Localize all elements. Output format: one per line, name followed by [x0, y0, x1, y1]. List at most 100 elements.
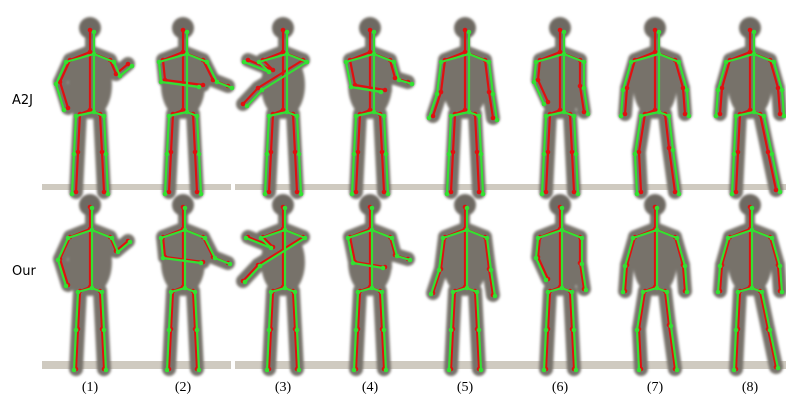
joint [199, 192, 204, 197]
joint [102, 328, 107, 333]
joint [167, 328, 172, 333]
joint [260, 88, 265, 93]
depth-panel [702, 17, 786, 196]
joint [625, 86, 630, 91]
joint [297, 368, 302, 373]
joint [439, 90, 444, 95]
joint [780, 88, 785, 93]
joint [126, 62, 131, 67]
joint [669, 324, 674, 329]
joint [574, 368, 579, 373]
joint [242, 60, 247, 65]
joint [780, 290, 785, 295]
joint [467, 110, 472, 115]
joint [157, 60, 162, 65]
joint [370, 286, 375, 291]
joint [92, 30, 97, 35]
panels [42, 17, 786, 372]
joint [165, 152, 170, 157]
joint [485, 236, 490, 241]
joint [386, 192, 391, 197]
joint [576, 192, 581, 197]
floor [512, 184, 608, 190]
joint [382, 328, 387, 333]
joint [675, 236, 680, 241]
joint [534, 256, 539, 261]
joint [165, 368, 170, 373]
joint [350, 192, 355, 197]
joint [772, 60, 777, 65]
joint [558, 28, 563, 33]
column-label: (1) [82, 380, 99, 395]
joint [580, 236, 585, 241]
joint [299, 192, 304, 197]
column-label: (6) [552, 380, 569, 395]
joint [572, 114, 577, 119]
joint [641, 290, 646, 295]
depth-panel [607, 17, 703, 196]
joint [267, 328, 272, 333]
joint [104, 152, 109, 157]
joint [92, 110, 97, 115]
joint [768, 328, 773, 333]
joint [544, 190, 549, 195]
joint [90, 286, 95, 291]
joint [619, 114, 624, 119]
joint [90, 206, 95, 211]
joint [479, 152, 484, 157]
joint [256, 86, 261, 91]
joint [580, 262, 585, 267]
joint [655, 206, 660, 211]
joint [562, 30, 567, 35]
joint [447, 368, 452, 373]
joint [397, 78, 402, 83]
joint [354, 328, 359, 333]
joint [536, 236, 541, 241]
joint [752, 110, 757, 115]
joint [734, 190, 739, 195]
joint [230, 86, 235, 91]
joint [477, 328, 482, 333]
joint [203, 236, 208, 241]
joint [734, 114, 739, 119]
joint [770, 152, 775, 157]
column-label: (2) [175, 380, 192, 395]
joint [736, 150, 741, 155]
depth-panel [235, 194, 331, 372]
depth-panel [417, 17, 513, 196]
joint [449, 190, 454, 195]
joint [752, 30, 757, 35]
joint [258, 264, 263, 269]
column-labels: (1)(2)(3)(4)(5)(6)(7)(8) [82, 380, 759, 395]
depth-panel [512, 17, 608, 196]
column-label: (4) [362, 380, 379, 395]
floor [322, 361, 418, 369]
joint [390, 236, 395, 241]
joint [381, 266, 386, 271]
joint [560, 228, 565, 233]
joint [655, 228, 660, 233]
joint [685, 88, 690, 93]
depth-panel [607, 194, 703, 372]
joint [750, 206, 755, 211]
joint [228, 262, 233, 267]
joint [213, 256, 218, 261]
figure: A2J Our (1)(2)(3)(4)(5)(6)(7)(8) [0, 0, 786, 401]
column-label: (7) [647, 380, 664, 395]
joint [380, 150, 385, 155]
joint [354, 114, 359, 119]
joint [408, 258, 413, 263]
joint [540, 192, 545, 197]
joint [263, 192, 268, 197]
joint [475, 290, 480, 295]
joint [536, 78, 541, 83]
joint [199, 261, 204, 266]
joint [183, 206, 188, 211]
joint [193, 290, 198, 295]
depth-panel [135, 194, 232, 372]
joint [112, 60, 117, 65]
joint [110, 236, 115, 241]
floor [135, 184, 231, 190]
column-label: (3) [275, 380, 292, 395]
joint [62, 108, 67, 113]
